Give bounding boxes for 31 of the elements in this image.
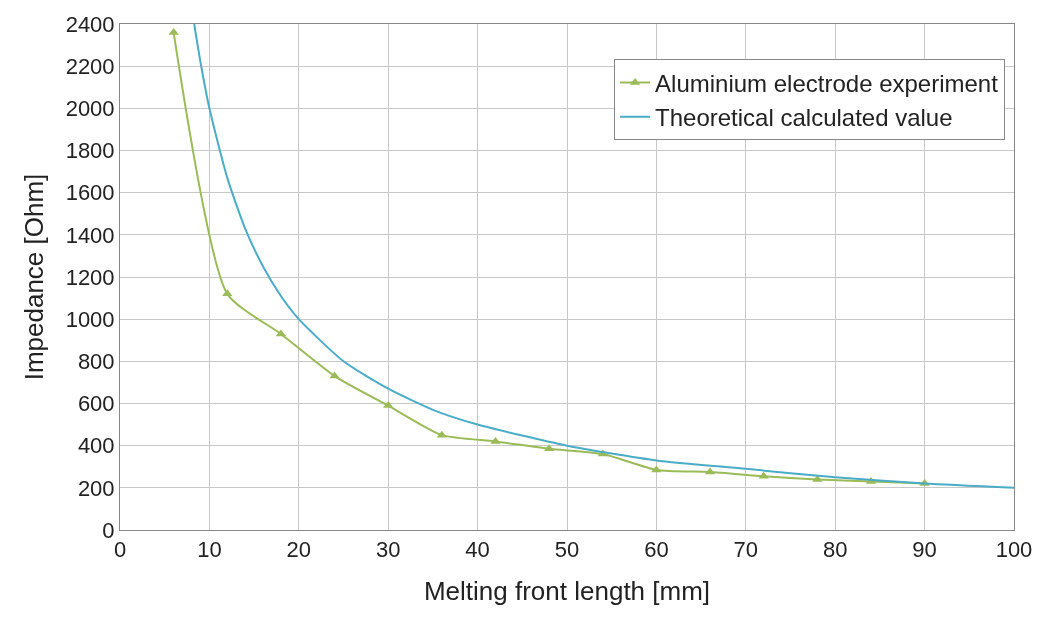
x-tick-label: 80 xyxy=(822,537,848,563)
point xyxy=(168,27,179,35)
x-tick-label: 70 xyxy=(733,537,759,563)
y-tick-label: 0 xyxy=(102,517,115,543)
y-tick-label: 1000 xyxy=(65,306,115,332)
y-tick-label: 400 xyxy=(77,433,115,459)
x-tick-label: 20 xyxy=(286,537,312,563)
y-tick-label: 1600 xyxy=(65,180,115,206)
point xyxy=(222,289,233,297)
y-tick-label: 1400 xyxy=(65,222,115,248)
legend-label: Theoretical calculated value xyxy=(655,104,953,132)
y-tick-label: 600 xyxy=(77,391,115,417)
x-tick-label: 30 xyxy=(375,537,401,563)
x-tick-label: 10 xyxy=(197,537,222,563)
x-tick-label: 90 xyxy=(912,537,937,563)
point xyxy=(651,465,662,473)
x-tick-label: 40 xyxy=(465,537,490,563)
x-tick-label: 60 xyxy=(644,537,669,563)
y-tick-label: 1200 xyxy=(65,264,115,290)
y-tick-label: 2000 xyxy=(65,96,115,122)
y-tick-label: 200 xyxy=(77,475,115,501)
y-tick-label: 1800 xyxy=(65,138,115,164)
point xyxy=(490,436,501,444)
y-tick-label: 800 xyxy=(77,349,115,375)
x-axis-title: Melting front length [mm] xyxy=(423,576,711,607)
x-tick-label: 100 xyxy=(995,537,1033,563)
legend-label: Aluminium electrode experiment xyxy=(655,69,999,97)
x-tick-label: 50 xyxy=(554,537,580,563)
y-tick-label: 2200 xyxy=(65,53,115,79)
y-axis-title: Impedance [Ohm] xyxy=(19,173,50,381)
y-tick-label: 2400 xyxy=(65,11,115,37)
